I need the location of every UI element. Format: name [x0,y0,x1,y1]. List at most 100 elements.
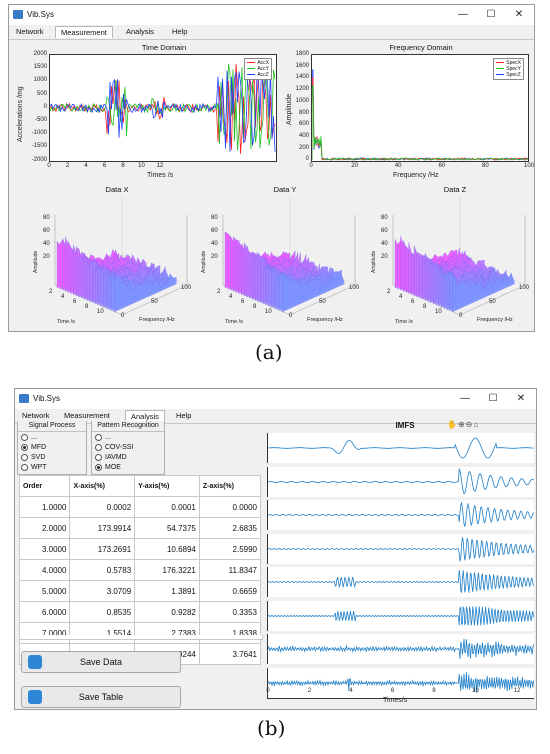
save-table-button[interactable]: Save Table [21,686,181,708]
time-y-tick: -500 [34,117,47,123]
table-row[interactable]: 6.0000 0.8535 0.9282 0.3353 [18,601,262,623]
pan-icon[interactable]: ✋ [447,420,458,429]
menu-network-b[interactable]: Network [22,411,50,420]
imf-subplot [267,667,534,699]
time-domain-title: Time Domain [141,43,187,52]
cell-z-axis: 11.8347 [198,559,262,581]
cell-order: 3.0000 [18,538,71,560]
table-row[interactable]: 4.0000 0.5783 176.3221 11.8347 [18,559,262,581]
imf-x-label: Times/s [383,697,408,704]
window-title-b: Vib.Sys [33,394,60,403]
maximize-icon-b[interactable]: ☐ [488,393,498,404]
signal-option-mfd[interactable]: MFD [21,443,46,453]
caption-a: (a) [255,340,283,364]
vibsys-window-a: Vib.Sys — ☐ ✕ Network Measurement Analys… [8,4,535,332]
pattern-option-moe[interactable]: MOE [95,463,121,473]
menu-measurement[interactable]: Measurement [55,26,113,38]
pattern-option-iavmd[interactable]: IAVMD [95,453,127,463]
frequency-y-tick: 800 [298,109,309,116]
home-icon[interactable]: ⌂ [473,420,480,429]
menu-analysis-b[interactable]: Analysis [125,410,165,422]
table-row[interactable]: 5.0000 3.0709 1.3891 0.6659 [18,580,262,602]
menu-help-b[interactable]: Help [176,411,192,420]
time-x-tick: 4 [84,163,88,169]
surface-z-tick: 80 [381,215,388,221]
surface-z-tick: 40 [43,241,50,247]
frequency-x-tick: 20 [351,163,358,169]
caption-b: (b) [257,716,286,740]
signal-option-svd[interactable]: SVD [21,453,45,463]
menu-network[interactable]: Network [16,27,44,36]
time-x-tick: 12 [156,163,164,169]
menu-measurement-b[interactable]: Measurement [64,411,110,420]
header-x-axis: X-axis(%) [69,475,136,497]
signal-process-label: Signal Process [18,421,86,432]
cell-order: 5.0000 [18,580,71,602]
frequency-domain-plot: SpecX SpecY SpecZ [311,54,529,162]
save-data-button[interactable]: Save Data [21,651,181,673]
imf-x-tick: 4 [349,688,353,694]
menu-analysis[interactable]: Analysis [126,27,154,36]
surface-z-label: Amplitude [33,250,39,273]
surface-z-label: Amplitude [371,250,377,273]
close-icon[interactable]: ✕ [514,9,524,20]
table-row[interactable]: 7.0000 1.5514 2.7383 1.8338 [18,622,262,644]
time-y-tick: 500 [36,90,47,97]
spectrum-line [312,85,528,161]
surface-graphic [222,195,356,316]
imf-line [267,536,534,561]
legend-specx: SpecX [496,60,521,66]
frequency-x-tick: 60 [438,163,446,169]
time-legend: AccX AccY AccZ [244,58,272,80]
imf-line [267,437,534,459]
cell-z-axis: 0.6659 [198,580,262,602]
legend-accz: AccZ [247,72,269,78]
pattern-option-cov-ssi[interactable]: COV-SSI [95,443,133,453]
frequency-y-tick: 200 [298,144,309,151]
table-row[interactable]: 1.0000 0.0002 0.0001 0.0000 [18,496,262,518]
pattern-option-none[interactable]: ... [95,433,111,443]
frequency-y-tick: 0 [305,156,309,163]
cell-x-axis: 173.2691 [69,538,136,560]
minimize-icon[interactable]: — [458,9,468,20]
header-order: Order [18,475,71,497]
table-row[interactable]: 2.0000 173.9914 54.7375 2.6835 [18,517,262,539]
imf-subplot [267,634,534,664]
table-row[interactable]: 3.0000 173.2691 10.6894 2.5990 [18,538,262,560]
cell-z-axis: 1.8338 [198,622,262,644]
imf-line [267,671,534,693]
frequency-y-tick: 1000 [295,97,309,104]
close-icon-b[interactable]: ✕ [516,393,526,404]
minimize-icon-b[interactable]: — [460,393,470,404]
cell-z-axis: 0.3353 [198,601,262,623]
maximize-icon[interactable]: ☐ [486,9,496,20]
time-y-tick: 2000 [33,51,47,57]
legend-specz: SpecZ [496,72,521,78]
surface-f-tick: 100 [181,285,192,291]
surface-t-tick: 4 [399,294,403,300]
surface-t-tick: 2 [217,289,221,295]
imf-subplot [267,567,534,597]
time-x-tick: 8 [121,163,125,169]
zoom-in-icon[interactable]: ⊕ [457,420,466,429]
surface-t-tick: 4 [229,294,233,300]
signal-option-wpt[interactable]: WPT [21,463,47,473]
menu-help[interactable]: Help [172,27,188,36]
surface-graphic [392,195,526,316]
pattern-recognition-label: Pattern Recognition [92,421,164,432]
imf-x-tick: 2 [307,688,312,694]
time-x-tick: 6 [102,163,107,169]
surface-t-tick: 8 [423,304,427,310]
zoom-out-icon[interactable]: ⊖ [465,420,474,429]
imf-x-tick: 0 [266,688,270,694]
results-table: Order X-axis(%) Y-axis(%) Z-axis(%) 1.00… [18,475,262,665]
signal-option-none[interactable]: ... [21,433,37,443]
surface-f-tick: 0 [289,313,293,319]
frequency-y-tick: 1600 [295,62,309,69]
surface-f-tick: 0 [121,313,125,319]
cell-y-axis: 0.9282 [134,601,200,623]
plot-toolbar: ✋⊕⊖⌂ [447,420,479,429]
cell-z-axis: 2.6835 [198,517,262,539]
frequency-y-tick: 600 [298,121,309,128]
frequency-domain-title: Frequency Domain [389,43,453,52]
